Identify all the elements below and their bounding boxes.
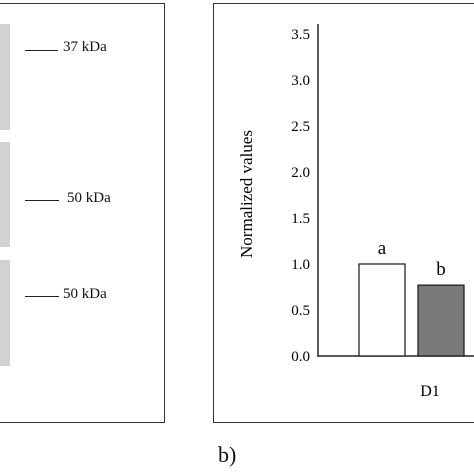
y-axis-title: Normalized values [237,130,256,258]
panel-b-label: b) [218,442,237,467]
x-category-label: D1 [420,383,440,400]
y-tick-label-3: 1.5 [291,211,310,227]
y-tick-label-0: 0.0 [291,349,310,365]
y-tick-label-1: 0.5 [291,303,310,319]
marker-line-1 [25,50,58,51]
blot-band-3 [0,260,10,366]
bar-1 [417,284,465,357]
bar-0 [358,263,406,357]
y-tick-label-5: 2.5 [291,119,310,135]
bar-significance-label-0: a [378,238,387,259]
marker-label-3: 50 kDa [63,286,107,302]
blot-band-2 [0,142,10,247]
bar-significance-label-1: b [436,259,446,280]
y-tick-label-2: 1.0 [291,257,310,273]
western-blot-panel: 37 kDa 50 kDa 50 kDa [0,3,165,423]
marker-line-3 [25,296,59,297]
blot-band-1 [0,24,10,130]
marker-line-2 [25,200,59,201]
bar-chart: Normalized values 0.0 0.5 1.0 1.5 2.0 2.5 3.0 3… [237,24,474,400]
marker-label-2: 50 kDa [67,190,111,206]
marker-label-1: 37 kDa [63,39,107,55]
y-tick-label-7: 3.5 [291,27,310,43]
y-tick-label-4: 2.0 [291,165,310,181]
bar-chart-panel: Normalized values 0.0 0.5 1.0 1.5 2.0 2.5 3.0 3… [213,3,474,423]
y-tick-label-6: 3.0 [291,73,310,89]
